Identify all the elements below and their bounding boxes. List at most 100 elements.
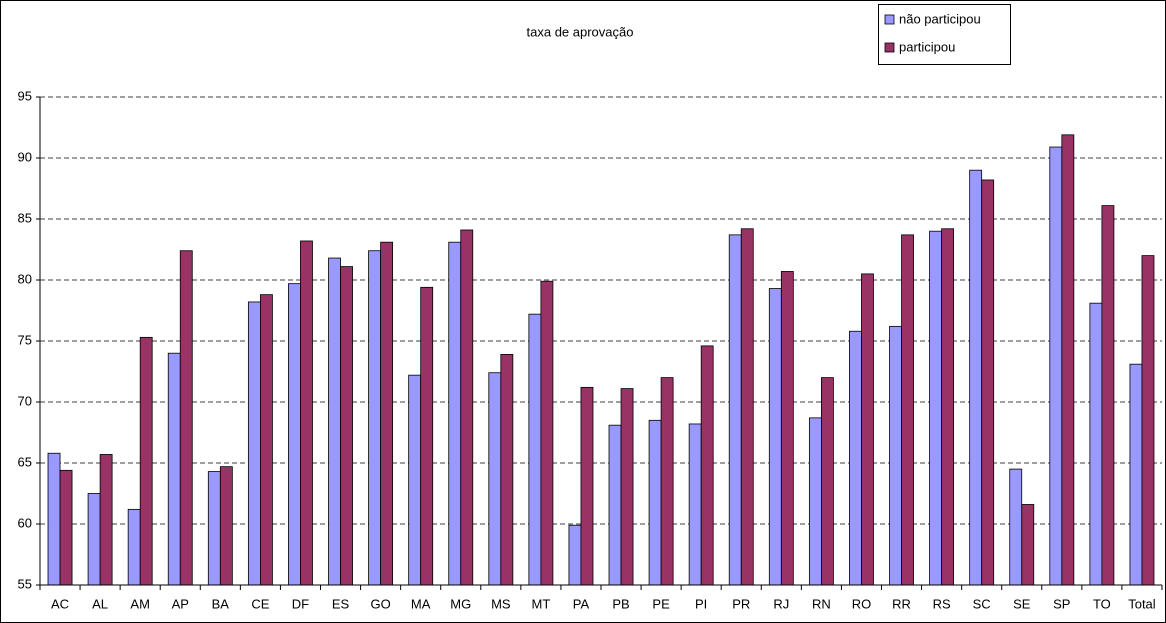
bar — [207, 471, 221, 586]
x-tick-label: TO — [1093, 596, 1111, 611]
y-tick-label: 95 — [18, 88, 32, 103]
y-tick-label: 65 — [18, 454, 32, 469]
bar — [1101, 205, 1115, 586]
bar — [47, 452, 61, 586]
bar — [448, 241, 462, 586]
bar — [901, 234, 914, 586]
x-tick-label: SC — [973, 596, 991, 611]
bar — [420, 286, 434, 586]
bar — [1129, 363, 1143, 586]
y-tick-label: 55 — [18, 576, 32, 591]
x-tick-label: Total — [1128, 596, 1156, 611]
y-tick-label: 85 — [18, 210, 32, 225]
bar — [179, 250, 193, 586]
bar — [127, 508, 141, 586]
x-tick-label: ES — [332, 596, 350, 611]
bar — [540, 280, 554, 586]
bar — [1049, 146, 1063, 586]
bar — [380, 241, 394, 586]
x-tick-label: MA — [411, 596, 431, 611]
bar — [1021, 504, 1035, 586]
bar — [889, 325, 902, 586]
bar — [340, 266, 353, 586]
bar — [568, 524, 582, 586]
bar — [780, 271, 794, 586]
bar — [1009, 468, 1023, 586]
x-tick-label: AL — [92, 596, 108, 611]
bar — [620, 388, 634, 586]
x-tick-label: PB — [612, 596, 629, 611]
bar — [981, 179, 995, 586]
bar — [969, 169, 983, 586]
x-tick-label: RR — [892, 596, 911, 611]
y-tick-label: 80 — [18, 271, 32, 286]
y-tick-label: 75 — [18, 332, 32, 347]
bar — [87, 493, 101, 586]
x-tick-label: RO — [852, 596, 872, 611]
x-tick-label: SE — [1013, 596, 1031, 611]
y-tick-label: 70 — [18, 393, 32, 408]
bar — [1141, 255, 1155, 586]
legend-label: não participou — [899, 11, 981, 26]
x-tick-label: RN — [812, 596, 831, 611]
x-tick-label: CE — [251, 596, 269, 611]
legend-swatch — [884, 42, 895, 53]
bar — [608, 424, 622, 586]
bar — [488, 372, 502, 586]
bar — [1061, 134, 1075, 586]
x-tick-label: PE — [652, 596, 670, 611]
bar — [368, 250, 382, 586]
x-tick-label: SP — [1053, 596, 1070, 611]
bar — [740, 228, 754, 586]
legend-label: participou — [899, 39, 955, 54]
bar — [1089, 302, 1103, 586]
bar — [259, 294, 273, 586]
x-tick-label: AM — [130, 596, 150, 611]
legend-box — [878, 4, 1011, 65]
bar — [139, 336, 153, 586]
bar — [861, 273, 874, 586]
x-tick-label: MS — [491, 596, 511, 611]
x-tick-label: DF — [292, 596, 309, 611]
bar — [660, 377, 674, 586]
bar — [500, 354, 514, 586]
x-tick-label: MG — [450, 596, 471, 611]
x-tick-label: PR — [732, 596, 750, 611]
x-tick-label: AP — [172, 596, 189, 611]
y-tick-label: 90 — [18, 149, 32, 164]
bar — [580, 386, 594, 586]
bar — [700, 345, 714, 586]
bar — [300, 240, 313, 586]
x-tick-label: PA — [573, 596, 590, 611]
bar — [59, 469, 73, 586]
bar — [328, 257, 341, 586]
x-tick-label: PI — [695, 596, 707, 611]
bar — [941, 228, 955, 586]
bar — [247, 301, 261, 586]
x-tick-label: GO — [370, 596, 390, 611]
bar — [99, 454, 113, 586]
bar — [528, 313, 542, 586]
bar — [288, 283, 301, 586]
bar — [167, 352, 181, 586]
y-tick-label: 60 — [18, 515, 32, 530]
bar — [808, 417, 822, 586]
bar — [929, 230, 943, 586]
chart-title: taxa de aprovação — [527, 24, 634, 39]
bar — [408, 374, 422, 586]
bar — [820, 377, 834, 586]
x-tick-label: RJ — [773, 596, 789, 611]
x-tick-label: BA — [212, 596, 230, 611]
legend-swatch — [884, 14, 895, 25]
bar — [768, 288, 782, 586]
x-tick-label: MT — [532, 596, 551, 611]
bar — [849, 330, 862, 586]
bar — [648, 419, 662, 586]
bar — [728, 234, 742, 586]
x-tick-label: AC — [51, 596, 69, 611]
bar — [219, 466, 233, 586]
x-tick-label: RS — [933, 596, 951, 611]
bar — [460, 229, 474, 586]
bar — [688, 423, 702, 586]
